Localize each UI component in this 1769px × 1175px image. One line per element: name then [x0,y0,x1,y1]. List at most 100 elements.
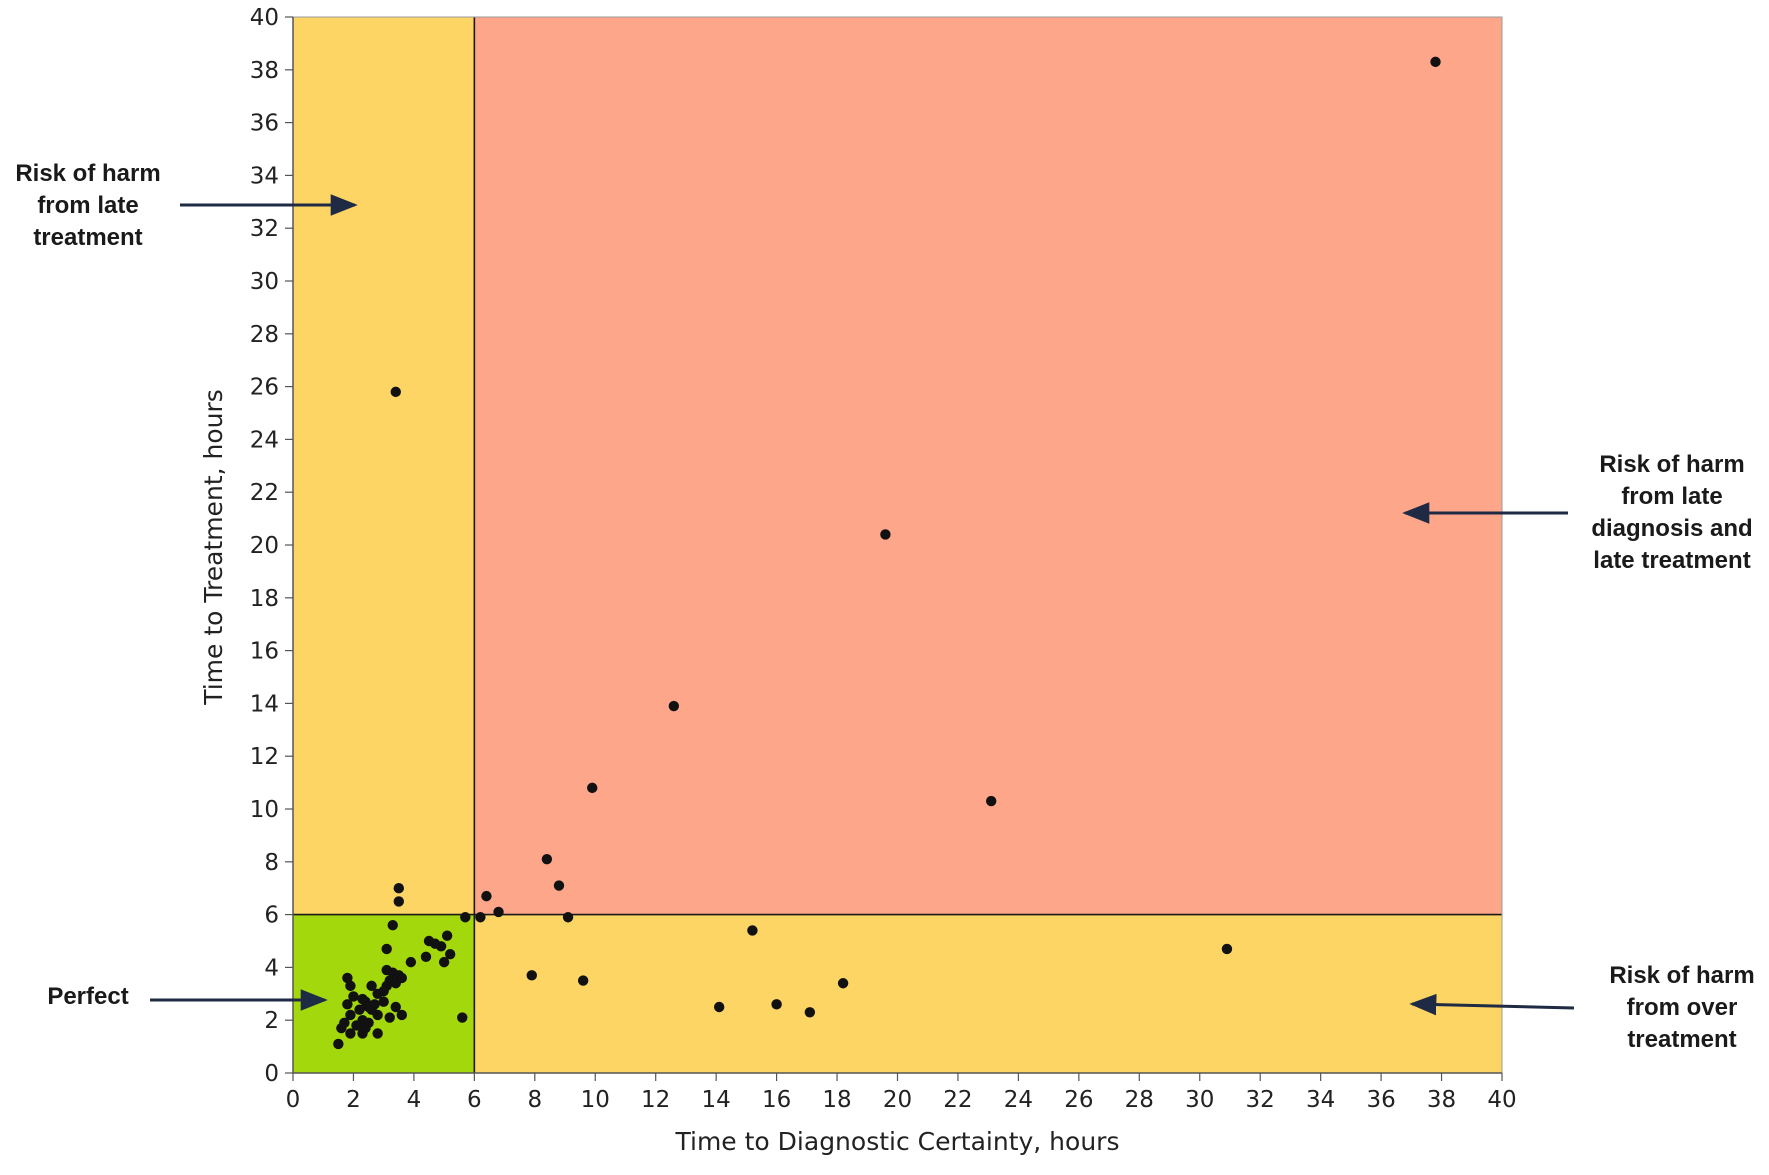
annotation-line: Risk of harm [1609,962,1754,989]
data-point [438,956,450,968]
x-tick-label: 14 [702,1087,731,1113]
annotation-text: Risk of harm from over treatment [1609,962,1754,1053]
data-point [435,941,447,952]
data-point [423,935,435,947]
x-tick-label: 24 [1004,1087,1033,1113]
x-tick-label: 6 [467,1087,482,1113]
annotation-line: from late [37,192,138,219]
annotation-line: Risk of harm [1599,451,1744,478]
data-point [668,700,680,712]
y-tick-label: 4 [264,955,279,981]
data-point [1430,56,1441,68]
y-tick-label: 16 [250,639,279,665]
data-point [396,1009,408,1021]
y-tick-label: 0 [264,1061,279,1087]
data-point [880,529,891,540]
annotation-line: treatment [1627,1026,1736,1053]
data-point [393,896,404,907]
y-tick-label: 2 [264,1008,279,1034]
region-2 [474,914,1503,1073]
data-point [481,890,492,902]
data-point [985,795,997,807]
y-tick-label: 20 [250,533,279,559]
annotation-text: Risk of harm from late treatment [15,160,160,251]
data-point [342,999,353,1010]
x-tick-label: 10 [581,1087,610,1113]
data-point [372,1028,383,1039]
data-point [562,912,574,923]
data-point [342,972,353,984]
x-tick-label: 12 [641,1087,670,1113]
x-axis-title: Time to Diagnostic Certainty, hours [675,1127,1120,1156]
data-point [378,996,389,1007]
data-point [345,1009,356,1021]
data-point [333,1038,344,1050]
annotation-late-treatment: Risk of harm from late treatment [15,160,358,251]
data-point [804,1007,816,1018]
y-tick-label: 32 [250,216,279,242]
y-tick-label: 18 [250,586,279,612]
data-points [333,56,1441,1050]
data-point [541,853,553,865]
y-tick-label: 26 [250,375,279,401]
y-tick-label: 34 [250,163,279,189]
data-point [460,912,471,923]
x-tick-label: 20 [883,1087,912,1113]
x-tick-label: 34 [1306,1087,1335,1113]
x-tick-label: 38 [1427,1087,1456,1113]
y-tick-label: 28 [250,322,279,348]
data-point [587,782,598,794]
x-tick-label: 22 [943,1087,972,1113]
data-point [577,975,589,986]
annotation-line: late treatment [1593,547,1750,574]
annotation-line: diagnosis and [1591,515,1752,542]
annotation-over-treatment: Risk of harm from over treatment [1409,962,1755,1053]
annotation-line: from late [1621,483,1722,510]
annotation-line: Perfect [47,983,128,1010]
data-point [351,1020,362,1031]
x-tick-label: 32 [1246,1087,1275,1113]
data-point [444,949,456,960]
data-point [771,999,782,1010]
data-point [420,951,432,963]
data-point [372,988,383,999]
annotation-line: treatment [33,224,142,251]
region-1 [293,17,475,915]
annotation-late-diagnosis: Risk of harm from late diagnosis and late t… [1402,451,1753,574]
data-point [354,1004,365,1015]
y-tick-label: 30 [250,269,279,295]
y-tick-label: 24 [250,427,279,453]
y-tick-label: 10 [250,797,279,823]
data-point [381,943,392,955]
x-tick-label: 26 [1064,1087,1093,1113]
data-point [387,919,398,931]
data-point [390,978,401,989]
data-point [345,980,356,992]
data-point [1221,943,1233,955]
data-point [713,1001,725,1013]
x-tick-label: 8 [527,1087,542,1113]
x-tick-label: 16 [762,1087,791,1113]
regions-layer [293,17,1503,1073]
annotation-line: Risk of harm [15,160,160,187]
data-point [372,1009,383,1021]
y-tick-label: 22 [250,480,279,506]
x-tick-label: 4 [407,1087,422,1113]
y-tick-label: 6 [264,903,279,929]
y-tick-label: 8 [264,850,279,876]
data-point [475,912,486,923]
x-tick-label: 28 [1125,1087,1154,1113]
y-tick-label: 36 [250,111,279,137]
annotation-text: Perfect [47,983,128,1010]
x-tick-label: 30 [1185,1087,1214,1113]
data-point [360,1022,371,1034]
data-point [747,925,758,936]
data-point [366,980,377,992]
annotation-line: from over [1627,994,1738,1021]
y-tick-label: 12 [250,744,279,770]
annotation-arrow [1409,993,1575,1016]
annotation-perfect: Perfect [47,983,328,1011]
